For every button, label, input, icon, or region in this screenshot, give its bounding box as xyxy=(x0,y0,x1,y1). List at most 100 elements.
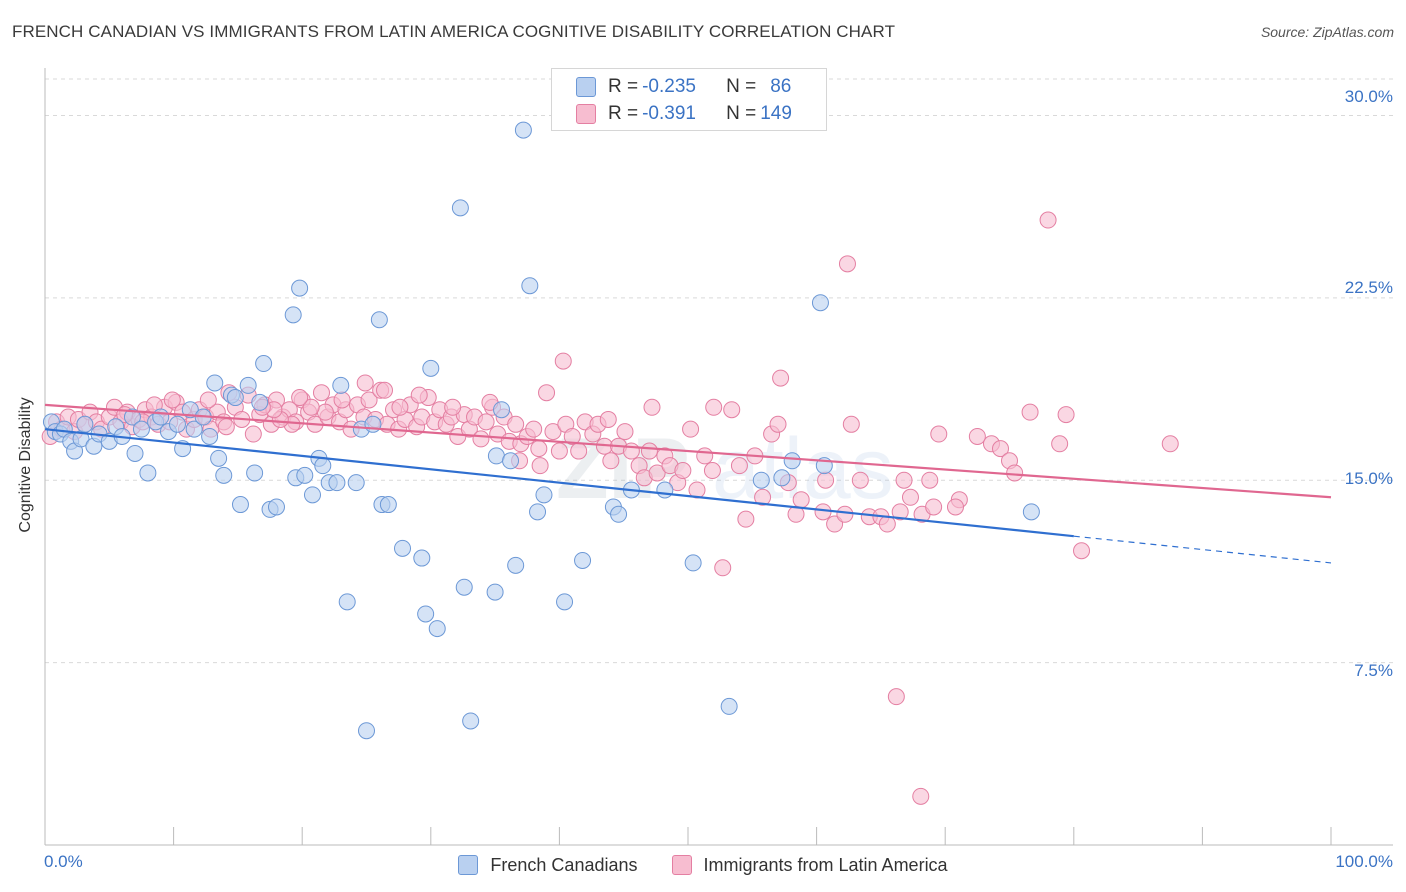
latin-america-point-153 xyxy=(705,398,723,416)
french-canadian-point-86 xyxy=(1022,503,1040,521)
french-canadian-point-81 xyxy=(752,471,770,489)
french-canadian-point-40 xyxy=(291,279,309,297)
latin-america-point-78 xyxy=(507,415,525,433)
y-tick-label-22-5: 22.5% xyxy=(1344,278,1393,297)
french-canadian-point-30 xyxy=(226,389,244,407)
french-canadian-point-82 xyxy=(773,469,791,487)
latin-america-point-136 xyxy=(968,427,986,445)
french-canadian-point-15 xyxy=(132,420,150,438)
legend-n-value: 149 xyxy=(760,103,792,124)
y-tick-label-30: 30.0% xyxy=(1344,87,1393,106)
series-legend-label: French Canadians xyxy=(490,854,638,875)
legend-r-label: R = xyxy=(608,103,639,124)
french-canadian-point-22 xyxy=(181,401,199,419)
latin-america-point-111 xyxy=(730,457,748,475)
french-canadian-point-42 xyxy=(303,486,321,504)
latin-america-point-138 xyxy=(991,440,1009,458)
latin-america-point-81 xyxy=(525,420,543,438)
latin-america-point-155 xyxy=(599,410,617,428)
series-legend-latin-america: Immigrants from Latin America xyxy=(671,852,948,878)
french-canadian-point-34 xyxy=(251,393,269,411)
french-canadian-point-80 xyxy=(720,697,738,715)
latin-america-point-105 xyxy=(682,420,700,438)
french-canadian-point-69 xyxy=(514,121,532,139)
french-canadian-point-33 xyxy=(246,464,264,482)
series-legend-french-canadians: French Canadians xyxy=(458,852,638,878)
french-canadian-point-76 xyxy=(610,505,628,523)
latin-america-point-121 xyxy=(817,471,835,489)
latin-america-point-135 xyxy=(930,425,948,443)
latin-america-point-175 xyxy=(163,391,181,409)
french-canadian-point-71 xyxy=(529,503,547,521)
french-canadian-point-64 xyxy=(486,583,504,601)
french-canadian-point-65 xyxy=(487,447,505,465)
latin-america-point-129 xyxy=(891,503,909,521)
french-canadian-point-23 xyxy=(185,420,203,438)
french-canadian-point-32 xyxy=(239,376,257,394)
latin-america-point-109 xyxy=(714,559,732,577)
french-canadian-point-48 xyxy=(338,593,356,611)
latin-america-point-82 xyxy=(530,440,548,458)
french-canadian-point-18 xyxy=(152,408,170,426)
latin-america-point-149 xyxy=(912,787,930,805)
french-canadian-point-53 xyxy=(370,311,388,329)
trend-latin-america xyxy=(44,403,1332,499)
series-swatch-pink xyxy=(671,855,692,875)
french-canadian-point-79 xyxy=(684,554,702,572)
latin-america-point-160 xyxy=(444,398,462,416)
legend-row-french-canadians: R = -0.235 N = 86 xyxy=(576,75,791,99)
latin-america-point-166 xyxy=(316,403,334,421)
latin-america-point-141 xyxy=(1021,403,1039,421)
latin-america-point-164 xyxy=(356,374,374,392)
latin-america-point-120 xyxy=(814,503,832,521)
latin-america-point-146 xyxy=(1161,435,1179,453)
latin-america-point-168 xyxy=(291,389,309,407)
legend-r-value: -0.235 xyxy=(642,76,696,97)
french-canadian-point-56 xyxy=(394,539,412,557)
latin-america-point-99 xyxy=(640,442,658,460)
chart-title: FRENCH CANADIAN VS IMMIGRANTS FROM LATIN… xyxy=(12,22,896,41)
latin-america-point-93 xyxy=(602,452,620,470)
latin-america-point-83 xyxy=(538,384,556,402)
legend-n-label: N = xyxy=(726,76,757,97)
x-tick-label-100: 100.0% xyxy=(1335,852,1393,871)
latin-america-point-174 xyxy=(199,391,217,409)
latin-america-point-142 xyxy=(1039,211,1057,229)
series-legend-label: Immigrants from Latin America xyxy=(703,854,948,875)
french-canadian-point-61 xyxy=(451,199,469,217)
french-canadian-point-68 xyxy=(507,556,525,574)
french-canadian-point-63 xyxy=(462,712,480,730)
latin-america-point-145 xyxy=(1073,542,1091,560)
trend-french-canadians xyxy=(44,428,1074,538)
french-canadian-point-31 xyxy=(231,496,249,514)
french-canadian-point-58 xyxy=(417,605,435,623)
legend-n-value: 86 xyxy=(770,76,792,97)
latin-america-point-125 xyxy=(851,471,869,489)
french-canadian-point-35 xyxy=(255,355,273,373)
latin-america-point-150 xyxy=(887,688,905,706)
legend-row-latin-america: R = -0.391 N = 149 xyxy=(576,102,792,126)
french-canadian-point-49 xyxy=(347,474,365,492)
latin-america-point-110 xyxy=(723,401,741,419)
french-canadian-point-60 xyxy=(428,620,446,638)
french-canadian-point-78 xyxy=(656,481,674,499)
french-canadian-point-47 xyxy=(332,376,350,394)
french-canadian-point-57 xyxy=(413,549,431,567)
french-canadian-point-83 xyxy=(783,452,801,470)
french-canadian-point-84 xyxy=(811,294,829,312)
french-canadian-point-55 xyxy=(379,496,397,514)
latin-america-point-167 xyxy=(302,398,320,416)
latin-america-point-124 xyxy=(842,415,860,433)
legend-n-label: N = xyxy=(726,103,757,124)
latin-america-point-104 xyxy=(674,462,692,480)
french-canadian-point-37 xyxy=(267,498,285,516)
french-canadian-point-41 xyxy=(296,466,314,484)
axes xyxy=(44,68,1393,846)
latin-america-point-34 xyxy=(244,425,262,443)
latin-america-point-107 xyxy=(696,447,714,465)
french-canadian-point-62 xyxy=(455,578,473,596)
legend-r-label: R = xyxy=(608,76,639,97)
latin-america-point-144 xyxy=(1057,406,1075,424)
french-canadian-point-67 xyxy=(502,452,520,470)
